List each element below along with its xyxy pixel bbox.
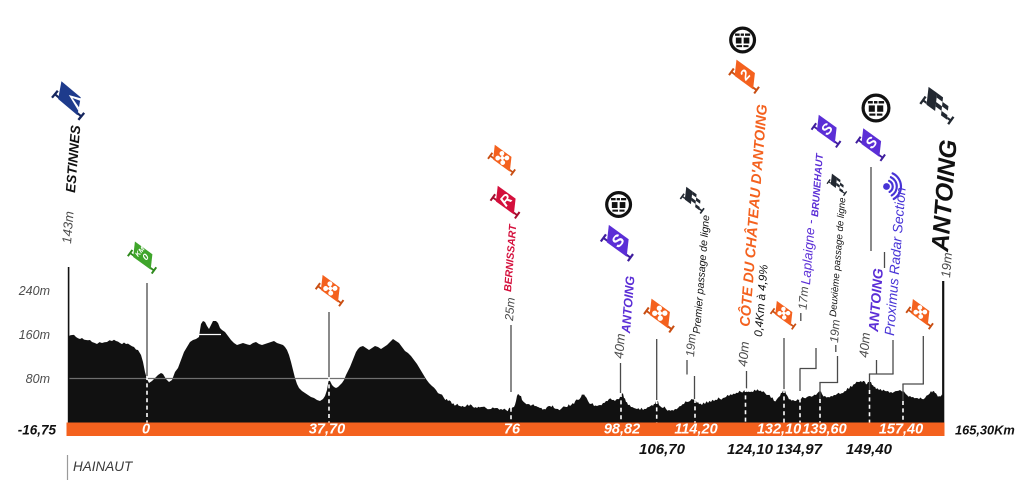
svg-text:Laplaigne -: Laplaigne - xyxy=(798,215,818,285)
svg-text:ANTOING: ANTOING xyxy=(866,268,886,334)
svg-text:40m: 40m xyxy=(856,332,873,359)
svg-text:240m: 240m xyxy=(18,284,50,298)
svg-text:-16,75: -16,75 xyxy=(18,423,57,438)
svg-text:114,20: 114,20 xyxy=(674,422,717,438)
svg-text:132,10: 132,10 xyxy=(757,422,801,438)
svg-text:139,60: 139,60 xyxy=(802,422,846,438)
svg-text:40m: 40m xyxy=(735,341,752,368)
svg-text:143m: 143m xyxy=(59,210,77,244)
svg-text:0: 0 xyxy=(142,422,150,438)
svg-text:BRUNEHAUT: BRUNEHAUT xyxy=(810,152,826,217)
svg-text:37,70: 37,70 xyxy=(309,422,345,438)
svg-text:106,70: 106,70 xyxy=(639,441,686,458)
svg-text:40m: 40m xyxy=(611,333,628,360)
svg-text:149,40: 149,40 xyxy=(846,441,893,458)
svg-text:25m: 25m xyxy=(502,297,518,322)
svg-text:Premier passage de ligne: Premier passage de ligne xyxy=(691,214,712,334)
svg-text:BERNISSART: BERNISSART xyxy=(503,223,519,293)
svg-text:76: 76 xyxy=(504,422,521,438)
svg-text:19m: 19m xyxy=(827,319,843,343)
svg-text:134,97: 134,97 xyxy=(776,441,823,458)
svg-text:Deuxième passage de ligne: Deuxième passage de ligne xyxy=(828,197,848,318)
svg-text:0: 0 xyxy=(140,252,151,262)
svg-text:ESTINNES: ESTINNES xyxy=(63,125,83,193)
svg-text:80m: 80m xyxy=(26,372,50,386)
svg-text:19m: 19m xyxy=(938,252,955,279)
svg-text:124,10: 124,10 xyxy=(727,441,774,458)
svg-text:98,82: 98,82 xyxy=(604,422,640,438)
svg-text:0,4Km à 4,9%: 0,4Km à 4,9% xyxy=(753,264,771,337)
svg-text:ANTOING: ANTOING xyxy=(619,275,638,335)
svg-text:HAINAUT: HAINAUT xyxy=(73,459,134,474)
svg-text:17m: 17m xyxy=(796,286,812,310)
svg-text:Proximus Radar Section: Proximus Radar Section xyxy=(882,186,909,336)
svg-text:157,40: 157,40 xyxy=(879,422,923,438)
svg-text:19m: 19m xyxy=(683,333,699,357)
svg-text:ANTOING: ANTOING xyxy=(927,139,963,254)
svg-text:165,30Km: 165,30Km xyxy=(955,423,1015,438)
svg-text:160m: 160m xyxy=(19,328,50,342)
